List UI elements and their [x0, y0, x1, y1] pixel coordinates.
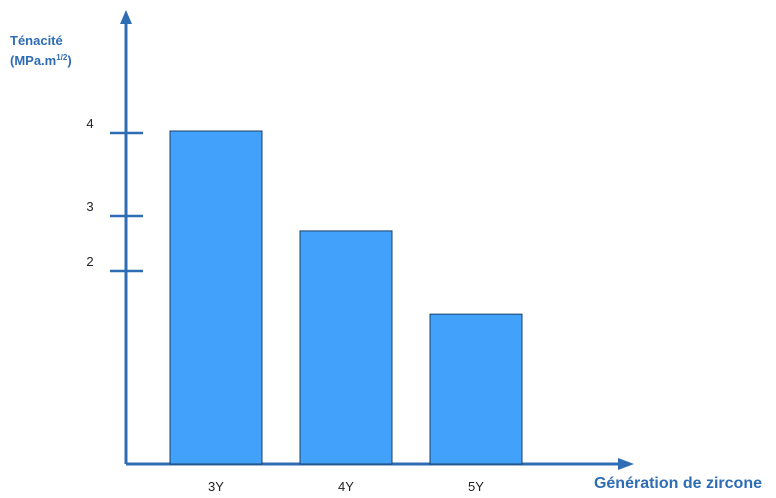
x-axis-arrow — [618, 458, 634, 470]
y-axis-label: Ténacité (MPa.m1/2) — [10, 32, 110, 69]
x-axis-label: Génération de zircone — [593, 475, 762, 492]
y-axis-label-line1: Ténacité — [10, 33, 63, 48]
x-tick-label-4Y: 4Y — [338, 479, 354, 494]
bar-4Y — [299, 230, 393, 465]
bar-3Y — [169, 130, 263, 465]
y-tick-label-4: 4 — [86, 116, 93, 131]
bar-5Y — [429, 313, 523, 465]
y-axis-arrow — [120, 10, 132, 24]
y-axis-label-unit: (MPa.m1/2) — [10, 53, 72, 68]
y-axis-label-exponent: 1/2 — [56, 53, 68, 62]
y-tick-label-2: 2 — [86, 254, 93, 269]
x-tick-label-5Y: 5Y — [468, 479, 484, 494]
x-tick-label-3Y: 3Y — [208, 479, 224, 494]
y-tick-label-3: 3 — [86, 199, 93, 214]
